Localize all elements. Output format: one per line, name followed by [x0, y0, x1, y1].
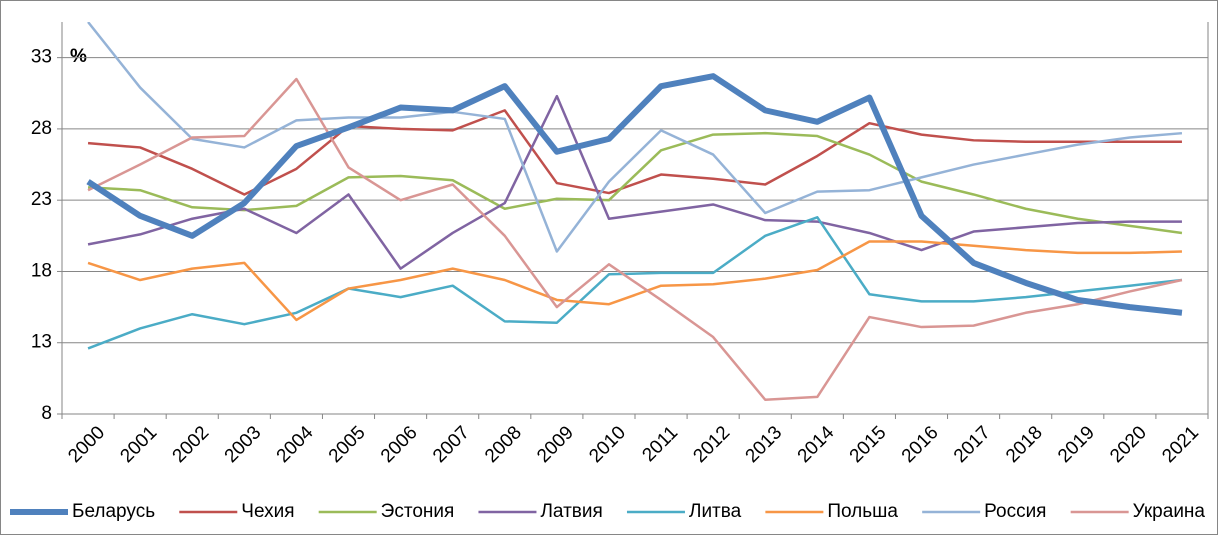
- legend-item: Украина: [1070, 501, 1206, 522]
- y-tick-label: 23: [31, 189, 52, 210]
- legend-label: Литва: [689, 501, 742, 522]
- legend-label: Чехия: [241, 501, 294, 522]
- legend-label: Беларусь: [72, 501, 155, 522]
- legend-label: Латвия: [540, 501, 602, 522]
- y-tick-label: 28: [31, 118, 52, 139]
- legend-item: Беларусь: [10, 501, 155, 522]
- legend-item: Литва: [626, 501, 742, 522]
- legend-item: Латвия: [478, 501, 603, 522]
- series-line: [87, 94, 1182, 270]
- y-tick-label: 33: [31, 47, 52, 68]
- y-tick-label: 18: [31, 260, 52, 281]
- legend-label: Россия: [984, 501, 1046, 522]
- y-axis-label: %: [70, 46, 87, 67]
- series-line: [87, 131, 1183, 235]
- legend-label: Польша: [827, 501, 898, 522]
- y-tick-label: 13: [31, 332, 52, 353]
- y-tick-label: 8: [41, 403, 52, 424]
- legend-label: Украина: [1133, 501, 1206, 522]
- legend-item: Чехия: [179, 501, 295, 522]
- series-line: [87, 22, 1183, 253]
- series-line: [87, 77, 1183, 401]
- series-line: [87, 109, 1182, 196]
- legend-item: Россия: [922, 501, 1046, 522]
- series-line: [87, 216, 1183, 350]
- legend-item: Эстония: [318, 501, 455, 522]
- legend-label: Эстония: [381, 501, 455, 522]
- series-line: [87, 240, 1182, 322]
- legend-item: Польша: [765, 501, 898, 522]
- series-line: [86, 73, 1183, 316]
